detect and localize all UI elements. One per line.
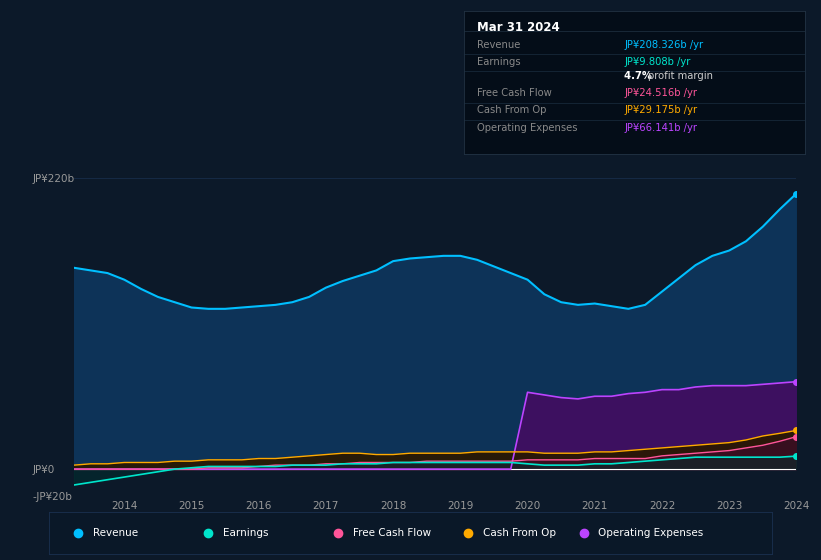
Text: JP¥208.326b /yr: JP¥208.326b /yr xyxy=(624,40,703,50)
Text: Cash From Op: Cash From Op xyxy=(478,105,547,115)
Text: profit margin: profit margin xyxy=(648,71,713,81)
Text: JP¥24.516b /yr: JP¥24.516b /yr xyxy=(624,88,697,99)
Text: Operating Expenses: Operating Expenses xyxy=(478,123,578,133)
Text: Operating Expenses: Operating Expenses xyxy=(599,529,704,538)
Text: 4.7%: 4.7% xyxy=(624,71,655,81)
Text: Revenue: Revenue xyxy=(478,40,521,50)
Text: Cash From Op: Cash From Op xyxy=(483,529,556,538)
Text: JP¥9.808b /yr: JP¥9.808b /yr xyxy=(624,57,690,67)
Text: Revenue: Revenue xyxy=(93,529,138,538)
Text: Free Cash Flow: Free Cash Flow xyxy=(478,88,553,99)
Text: Earnings: Earnings xyxy=(222,529,268,538)
Text: JP¥66.141b /yr: JP¥66.141b /yr xyxy=(624,123,697,133)
Text: Mar 31 2024: Mar 31 2024 xyxy=(478,21,560,34)
Text: JP¥29.175b /yr: JP¥29.175b /yr xyxy=(624,105,697,115)
Text: Earnings: Earnings xyxy=(478,57,521,67)
Text: Free Cash Flow: Free Cash Flow xyxy=(353,529,431,538)
